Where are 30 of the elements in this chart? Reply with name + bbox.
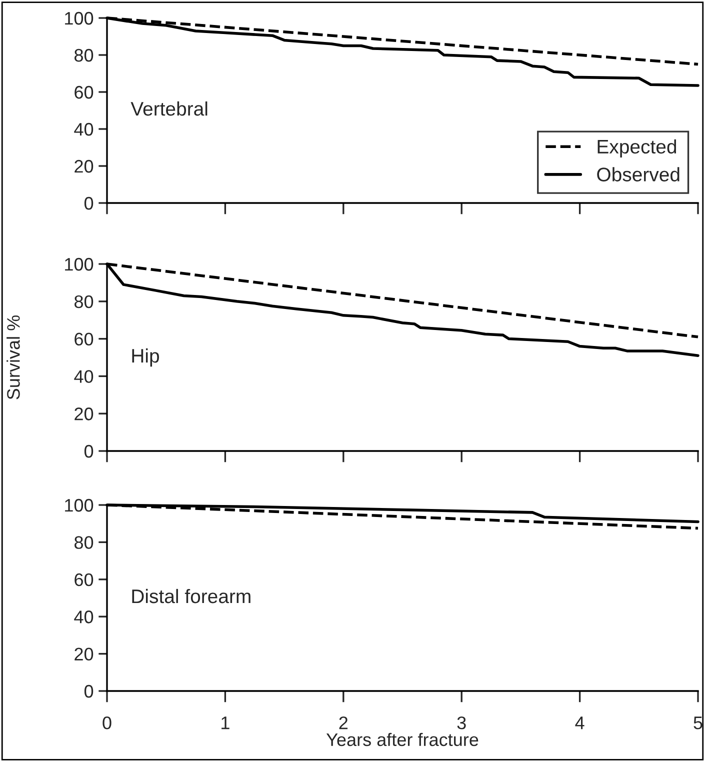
x-axis-title: Years after fracture bbox=[326, 732, 478, 746]
y-tick-label: 0 bbox=[84, 444, 94, 458]
legend-label: Expected bbox=[598, 139, 676, 158]
y-tick-label: 20 bbox=[74, 160, 94, 173]
y-tick-label: 100 bbox=[65, 498, 94, 512]
y-tick-label: 40 bbox=[74, 610, 94, 624]
y-tick-label: 60 bbox=[74, 332, 94, 346]
x-tick-label: 2 bbox=[339, 716, 348, 730]
legend-label: Observed bbox=[597, 167, 680, 182]
y-tick-label: 80 bbox=[74, 295, 94, 308]
y-tick-label: 40 bbox=[74, 122, 94, 136]
x-tick-label: 1 bbox=[222, 716, 230, 730]
y-tick-label: 80 bbox=[74, 48, 94, 62]
annotation: Hip bbox=[132, 348, 159, 367]
annotation: Vertebral bbox=[130, 101, 208, 116]
y-tick-label: 80 bbox=[74, 536, 94, 549]
x-tick-label: 3 bbox=[457, 716, 466, 730]
y-tick-label: 20 bbox=[74, 648, 94, 661]
y-tick-label: 100 bbox=[65, 12, 94, 25]
x-tick-label: 0 bbox=[102, 716, 112, 730]
annotation: Distal forearm bbox=[132, 588, 250, 604]
y-tick-label: 0 bbox=[84, 196, 94, 210]
y-tick-label: 100 bbox=[65, 258, 94, 271]
y-axis-title: Survival % bbox=[6, 316, 20, 400]
y-tick-label: 40 bbox=[74, 370, 94, 383]
x-tick-label: 4 bbox=[575, 716, 584, 730]
y-tick-label: 60 bbox=[74, 86, 94, 99]
y-tick-label: 0 bbox=[84, 684, 94, 698]
y-tick-label: 60 bbox=[74, 573, 94, 586]
y-tick-label: 20 bbox=[74, 408, 94, 420]
